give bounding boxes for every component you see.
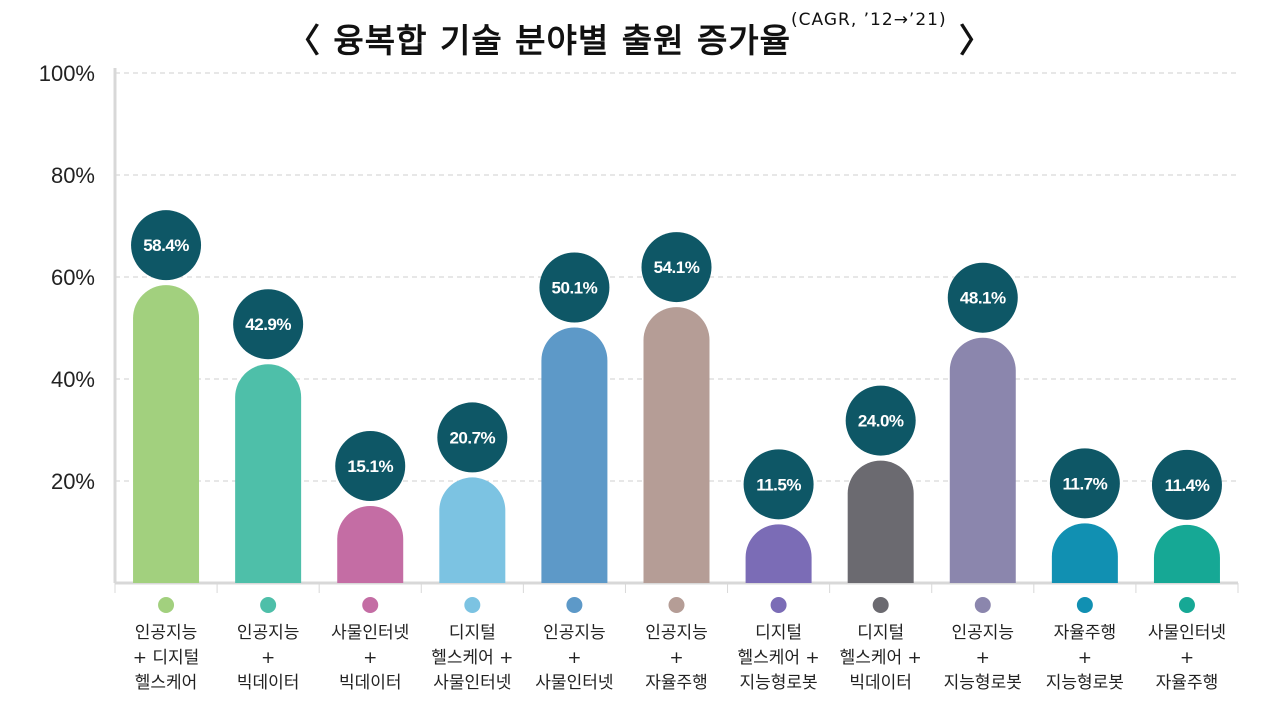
bar (847, 460, 914, 583)
title-bracket-close: 〉 (959, 21, 994, 60)
data-label-circle (437, 402, 508, 473)
data-label-circle (539, 252, 610, 323)
title-subtitle: (CAGR, ’12→’21) (791, 10, 947, 30)
chart-title: 〈 융복합 기술 분야별 출원 증가율(CAGR, ’12→’21) 〉 (0, 10, 1280, 62)
category-label: 인공지능 + 사물인터넷 (535, 623, 614, 693)
category-label: 인공지능 + 빅데이터 (236, 623, 300, 693)
legend-dot (566, 597, 583, 613)
bar (235, 364, 302, 583)
category-label: 자율주행 + 지능형로봇 (1045, 623, 1124, 693)
title-bracket-open: 〈 (286, 21, 321, 60)
bar (1153, 524, 1220, 583)
bar (337, 505, 404, 583)
category-label: 인공지능 + 디지털 헬스케어 (132, 623, 200, 693)
bar (541, 327, 608, 583)
category-label: 디지털 헬스케어 + 빅데이터 (839, 623, 922, 693)
legend-dot (260, 597, 277, 613)
bar (1051, 523, 1118, 583)
data-label-circle (1049, 448, 1120, 519)
y-tick-label: 40% (51, 367, 95, 392)
legend-dot (974, 597, 991, 613)
bar (439, 477, 506, 583)
bar (643, 307, 710, 583)
y-tick-label: 60% (51, 265, 95, 290)
data-label: 11.5% (756, 475, 801, 494)
data-label: 24.0% (858, 412, 904, 431)
data-label: 11.7% (1062, 474, 1107, 493)
category-label: 인공지능 + 지능형로봇 (943, 623, 1022, 693)
data-label-circle (641, 232, 712, 303)
category-label: 인공지능 + 자율주행 (645, 623, 708, 693)
bar (949, 337, 1016, 583)
category-label: 사물인터넷 + 빅데이터 (331, 623, 410, 693)
data-label: 42.9% (245, 315, 291, 334)
data-label: 58.4% (143, 236, 189, 255)
legend-dot (668, 597, 685, 613)
y-tick-label: 20% (51, 469, 95, 494)
title-main: 융복합 기술 분야별 출원 증가율 (333, 21, 792, 60)
data-label-circle (947, 262, 1018, 333)
legend-dot (1178, 597, 1195, 613)
data-label: 11.4% (1165, 476, 1210, 495)
data-label-circle (131, 210, 202, 281)
category-label: 디지털 헬스케어 + 지능형로봇 (737, 623, 820, 693)
bar (745, 524, 812, 583)
category-label: 사물인터넷 + 자율주행 (1147, 623, 1227, 693)
data-label-circle (233, 289, 304, 360)
category-label: 디지털 헬스케어 + 사물인터넷 (431, 623, 514, 693)
legend-dot (1076, 597, 1093, 613)
data-label: 15.1% (347, 457, 393, 476)
data-label: 50.1% (552, 278, 598, 297)
data-label: 20.7% (449, 428, 495, 447)
data-label: 54.1% (654, 258, 700, 277)
legend-dot (362, 597, 379, 613)
y-tick-label: 100% (39, 61, 95, 86)
y-tick-label: 80% (51, 163, 95, 188)
data-label-circle (335, 430, 406, 501)
legend-dot (770, 597, 787, 613)
legend-dot (158, 597, 175, 613)
legend-dot (464, 597, 481, 613)
data-label-circle (845, 385, 916, 456)
data-label-circle (1151, 449, 1222, 520)
bar (133, 285, 200, 583)
legend-dot (872, 597, 889, 613)
data-label-circle (743, 449, 814, 520)
data-label: 48.1% (960, 289, 1006, 308)
